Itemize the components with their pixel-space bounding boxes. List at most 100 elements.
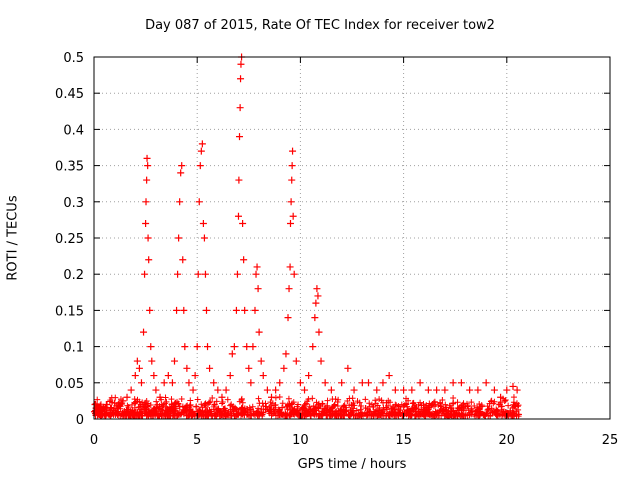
data-point <box>200 234 208 242</box>
y-tick-label: 0.4 <box>63 123 84 138</box>
data-point <box>228 350 236 358</box>
data-point <box>249 343 257 351</box>
noise-marker <box>212 411 219 418</box>
noise-marker <box>489 409 496 416</box>
noise-marker <box>437 400 444 407</box>
noise-marker <box>127 412 134 419</box>
noise-marker <box>275 406 282 413</box>
noise-marker <box>383 406 390 413</box>
noise-marker <box>279 404 286 411</box>
noise-marker <box>420 400 427 407</box>
noise-marker <box>301 412 308 419</box>
noise-marker <box>218 400 225 407</box>
noise-marker <box>340 408 347 415</box>
noise-marker <box>501 397 508 404</box>
noise-marker <box>471 403 478 410</box>
data-point <box>174 270 182 278</box>
data-point <box>312 299 320 307</box>
noise-marker <box>147 402 154 409</box>
data-point <box>147 343 155 351</box>
data-point <box>338 379 346 387</box>
noise-marker <box>501 412 508 419</box>
data-point <box>199 220 207 228</box>
noise-marker <box>145 400 152 407</box>
noise-marker <box>349 407 356 414</box>
noise-marker <box>128 401 135 408</box>
noise-marker <box>311 410 318 417</box>
noise-marker <box>193 403 200 410</box>
data-point <box>144 234 152 242</box>
data-point <box>503 386 511 394</box>
data-point <box>173 306 181 314</box>
noise-marker <box>351 402 358 409</box>
data-point <box>457 379 465 387</box>
noise-marker <box>317 402 324 409</box>
noise-marker <box>144 411 151 418</box>
noise-marker <box>461 412 468 419</box>
data-point <box>230 343 238 351</box>
data-point <box>288 176 296 184</box>
noise-marker <box>513 412 520 419</box>
x-axis-label: GPS time / hours <box>297 457 407 472</box>
noise-marker <box>334 398 341 405</box>
data-point <box>164 372 172 380</box>
data-point <box>243 343 251 351</box>
noise-marker <box>385 412 392 419</box>
data-point <box>247 379 255 387</box>
y-axis-label: ROTI / TECUs <box>5 195 21 281</box>
noise-marker <box>255 405 262 412</box>
noise-marker <box>187 401 194 408</box>
noise-marker <box>235 411 242 418</box>
data-point <box>214 386 222 394</box>
noise-marker <box>287 407 294 414</box>
data-point <box>156 393 164 401</box>
noise-marker <box>362 396 369 403</box>
noise-marker <box>153 398 160 405</box>
data-point <box>286 263 294 271</box>
data-point <box>292 357 300 365</box>
noise-marker <box>396 403 403 410</box>
noise-marker <box>335 408 342 415</box>
data-point <box>170 357 178 365</box>
noise-marker <box>403 395 410 402</box>
data-point <box>509 382 517 390</box>
data-point <box>358 379 366 387</box>
data-point <box>272 386 280 394</box>
data-point <box>255 328 263 336</box>
noise-marker <box>94 396 101 403</box>
noise-marker <box>483 410 490 417</box>
noise-marker <box>144 403 151 410</box>
data-point <box>111 399 119 407</box>
data-point <box>96 402 104 410</box>
data-point <box>196 162 204 170</box>
noise-marker <box>155 410 162 417</box>
data-point <box>198 140 206 148</box>
noise-marker <box>186 406 193 413</box>
data-point <box>210 379 218 387</box>
noise-marker <box>476 406 483 413</box>
data-point <box>259 372 267 380</box>
data-point <box>241 306 249 314</box>
data-point <box>237 60 245 68</box>
noise-marker <box>466 412 473 419</box>
noise-marker <box>180 406 187 413</box>
data-point <box>253 263 261 271</box>
noise-marker <box>509 409 516 416</box>
data-point <box>143 176 151 184</box>
noise-marker <box>238 395 245 402</box>
data-point <box>201 270 209 278</box>
noise-marker <box>348 411 355 418</box>
data-point <box>142 198 150 206</box>
noise-marker <box>267 399 274 406</box>
noise-marker <box>219 399 226 406</box>
noise-marker <box>418 411 425 418</box>
data-point <box>146 306 154 314</box>
noise-marker <box>170 406 177 413</box>
x-tick-label: 5 <box>193 433 201 448</box>
data-point <box>385 372 393 380</box>
data-point <box>287 198 295 206</box>
noise-marker <box>184 402 191 409</box>
noise-marker <box>510 404 517 411</box>
noise-marker <box>424 404 431 411</box>
noise-marker <box>468 399 475 406</box>
